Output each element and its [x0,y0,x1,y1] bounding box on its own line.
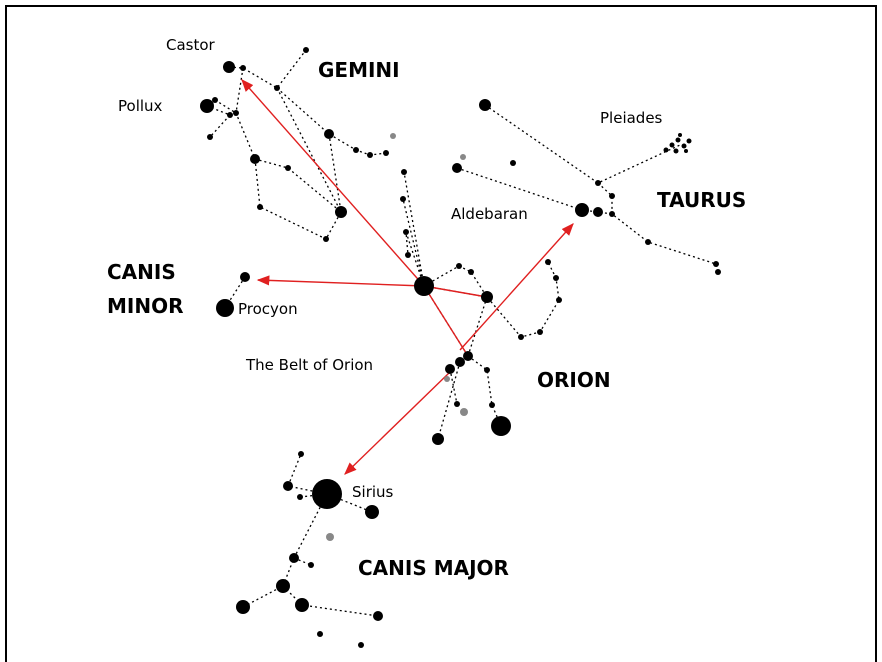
constellation-label: TAURUS [657,188,746,212]
constellation-lines [206,49,719,617]
constellation-label: GEMINI [318,58,400,82]
constellation-label: CANIS [107,260,176,284]
constellation-label: ORION [537,368,611,392]
star-label: Castor [166,36,216,54]
frame [5,5,877,662]
star-label: Procyon [238,300,298,318]
star-label: Sirius [352,483,394,501]
star-label: Pollux [118,97,163,115]
star-label: Aldebaran [451,205,528,223]
pointer-arrows [241,79,574,475]
star-label: The Belt of Orion [245,356,373,374]
constellation-label: MINOR [107,294,183,318]
constellation-label: CANIS MAJOR [358,556,509,580]
star-label: Pleiades [600,109,663,127]
stars [200,47,721,648]
